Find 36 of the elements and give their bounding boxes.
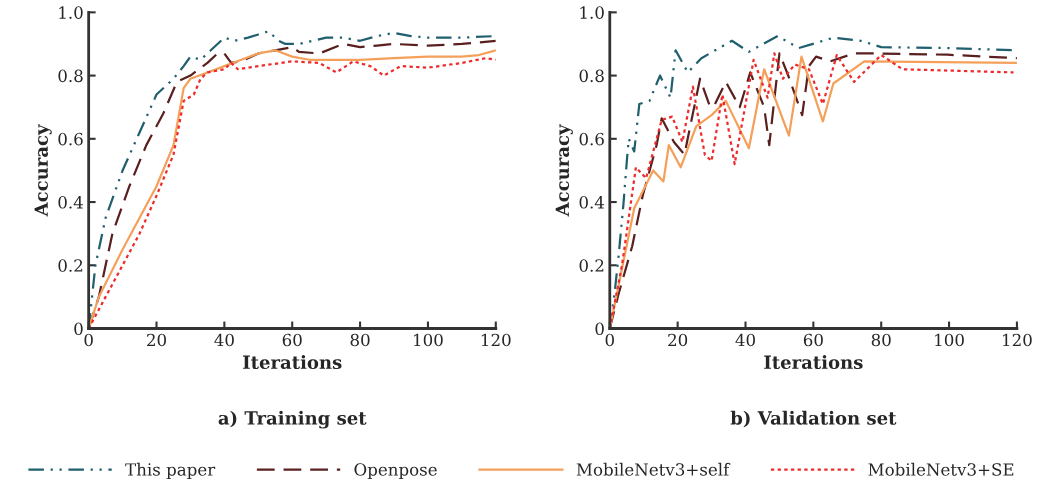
- x-axis-title: Iterations: [764, 355, 863, 370]
- legend-label: MobileNetv3+SE: [868, 462, 1014, 476]
- text: a) Training set: [218, 410, 367, 429]
- x-tick-label: 100: [414, 333, 443, 347]
- y-tick-label: 0.2: [579, 259, 604, 272]
- x-tick-label: 20: [668, 333, 688, 347]
- x-tick-label: 80: [350, 333, 370, 347]
- legend-label: MobileNetv3+self: [576, 462, 731, 476]
- y-tick-label: 1.0: [580, 6, 604, 19]
- x-tick-label: 80: [871, 333, 891, 347]
- y-tick-label: 0.6: [58, 132, 83, 146]
- y-tick-label: 0: [74, 322, 83, 336]
- x-tick-label: 60: [282, 333, 302, 347]
- x-tick-label: 60: [803, 333, 823, 347]
- legend-label: Openpose: [354, 463, 437, 479]
- y-tick-label: 0.8: [579, 69, 604, 83]
- x-tick-label: 20: [147, 333, 167, 347]
- x-tick-label: 120: [1003, 333, 1032, 347]
- x-tick-label: 100: [935, 333, 964, 347]
- x-tick-label: 0: [605, 333, 614, 347]
- y-tick-label: 0.8: [58, 69, 83, 83]
- x-tick-label: 0: [84, 333, 93, 347]
- y-axis-title: Accuracy: [34, 124, 52, 217]
- legend-label: This paper: [125, 462, 216, 479]
- y-tick-label: 0.6: [579, 132, 604, 146]
- x-axis-title: Iterations: [243, 355, 342, 370]
- y-tick-label: 0.4: [579, 196, 605, 209]
- x-tick-label: 120: [481, 333, 511, 347]
- x-tick-label: 40: [735, 333, 755, 347]
- y-tick-label: 1.0: [59, 6, 83, 19]
- x-tick-label: 40: [214, 333, 234, 347]
- text: b) Validation set: [730, 410, 897, 428]
- y-tick-label: 0.2: [58, 259, 83, 272]
- y-tick-label: 0: [595, 322, 604, 336]
- y-axis-title: Accuracy: [555, 124, 573, 217]
- y-tick-label: 0.4: [58, 196, 83, 209]
